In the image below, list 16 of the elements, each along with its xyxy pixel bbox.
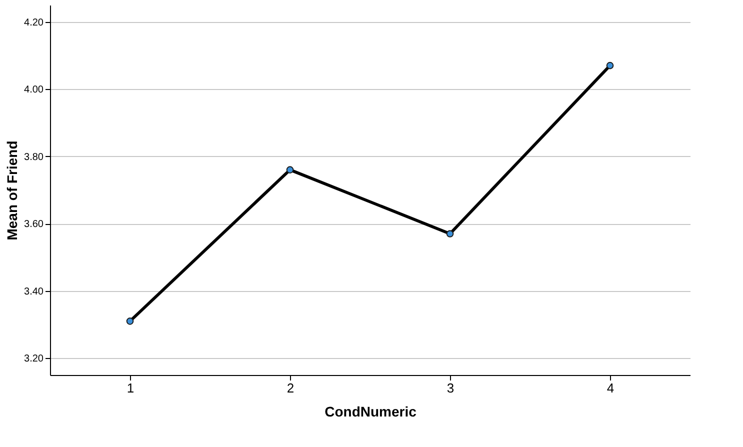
point [286, 166, 294, 174]
point [446, 230, 454, 238]
point [606, 62, 614, 70]
y-tick-label: 3.80 [24, 152, 44, 163]
x-tick-label: 4 [606, 380, 614, 396]
x-tick-label: 2 [286, 380, 294, 396]
point [126, 318, 134, 325]
x-tick-label: 3 [446, 380, 454, 396]
y-tick-label: 4.00 [24, 84, 44, 96]
y-axis-title: Mean of Friend [4, 140, 20, 240]
x-axis-title: CondNumeric [324, 404, 417, 420]
y-tick-label: 3.20 [24, 354, 44, 365]
y-tick-label: 4.20 [24, 17, 44, 28]
x-tick-label: 1 [126, 380, 134, 396]
y-tick-label: 3.60 [24, 219, 44, 230]
y-tick-label: 3.40 [24, 286, 44, 298]
